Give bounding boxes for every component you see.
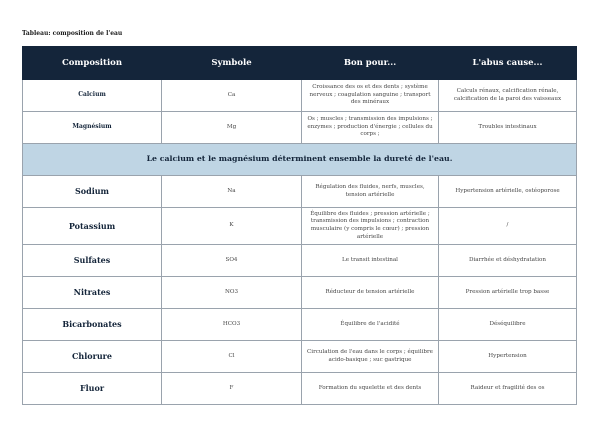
good-for-cell: Équilibre des fluides ; pression artérie… bbox=[301, 207, 439, 245]
table-row: Magnésium Mg Os ; muscles ; transmission d… bbox=[22, 111, 577, 144]
table-row: Sulfates SO4 Le transit intestinal Diarrhée… bbox=[22, 244, 577, 277]
good-for-cell: Équilibre de l'acidité bbox=[301, 308, 439, 341]
abuse-cell: Hypertension bbox=[438, 340, 577, 373]
element-name: Chlorure bbox=[22, 340, 162, 373]
header-symbol: Symbole bbox=[161, 46, 302, 80]
element-symbol: F bbox=[161, 372, 302, 405]
table-title: Tableau: composition de l'eau bbox=[22, 30, 123, 37]
element-symbol: Mg bbox=[161, 111, 302, 144]
abuse-cell: Calculs rénaux, calcification rénale, ca… bbox=[438, 79, 577, 112]
table-row: Bicarbonates HCO3 Équilibre de l'acidité Dé… bbox=[22, 308, 577, 341]
hardness-note: Le calcium et le magnésium déterminent e… bbox=[22, 143, 577, 176]
abuse-cell: Déséquilibre bbox=[438, 308, 577, 341]
abuse-cell: Troubles intestinaux bbox=[438, 111, 577, 144]
header-composition: Composition bbox=[22, 46, 162, 80]
element-name: Sulfates bbox=[22, 244, 162, 277]
abuse-cell: Raideur et fragilité des os bbox=[438, 372, 577, 405]
good-for-cell: Réducteur de tension artérielle bbox=[301, 276, 439, 309]
good-for-cell: Régulation des fluides, nerfs, muscles, … bbox=[301, 175, 439, 208]
table-row: Sodium Na Régulation des fluides, nerfs, m… bbox=[22, 175, 577, 208]
good-for-cell: Os ; muscles ; transmission des impulsio… bbox=[301, 111, 439, 144]
header-good-for: Bon pour... bbox=[301, 46, 439, 80]
good-for-cell: Le transit intestinal bbox=[301, 244, 439, 277]
table-row: Fluor F Formation du squelette et des dent… bbox=[22, 372, 577, 405]
abuse-cell: / bbox=[438, 207, 577, 245]
element-symbol: Na bbox=[161, 175, 302, 208]
element-symbol: HCO3 bbox=[161, 308, 302, 341]
water-composition-table: Composition Symbole Bon pour... L'abus c… bbox=[22, 46, 577, 405]
element-name: Nitrates bbox=[22, 276, 162, 309]
element-symbol: Cl bbox=[161, 340, 302, 373]
header-row: Composition Symbole Bon pour... L'abus c… bbox=[22, 46, 577, 80]
table-row: Chlorure Cl Circulation de l'eau dans le c… bbox=[22, 340, 577, 373]
element-symbol: NO3 bbox=[161, 276, 302, 309]
good-for-cell: Croissance des os et des dents ; système… bbox=[301, 79, 439, 112]
abuse-cell: Pression artérielle trop basse bbox=[438, 276, 577, 309]
element-name: Fluor bbox=[22, 372, 162, 405]
abuse-cell: Hypertension artérielle, ostéoporose bbox=[438, 175, 577, 208]
element-symbol: SO4 bbox=[161, 244, 302, 277]
element-symbol: Ca bbox=[161, 79, 302, 112]
element-name: Potassium bbox=[22, 207, 162, 245]
good-for-cell: Circulation de l'eau dans le corps ; équ… bbox=[301, 340, 439, 373]
element-name: Bicarbonates bbox=[22, 308, 162, 341]
element-symbol: K bbox=[161, 207, 302, 245]
table-row: Calcium Ca Croissance des os et des dents … bbox=[22, 79, 577, 112]
element-name: Sodium bbox=[22, 175, 162, 208]
element-name: Magnésium bbox=[22, 111, 162, 144]
header-abuse-causes: L'abus cause... bbox=[438, 46, 577, 80]
good-for-cell: Formation du squelette et des dents bbox=[301, 372, 439, 405]
table-row: Potassium K Équilibre des fluides ; pressi… bbox=[22, 207, 577, 245]
banner-row: Le calcium et le magnésium déterminent e… bbox=[22, 143, 577, 176]
abuse-cell: Diarrhée et déshydratation bbox=[438, 244, 577, 277]
element-name: Calcium bbox=[22, 79, 162, 112]
table-row: Nitrates NO3 Réducteur de tension artériel… bbox=[22, 276, 577, 309]
